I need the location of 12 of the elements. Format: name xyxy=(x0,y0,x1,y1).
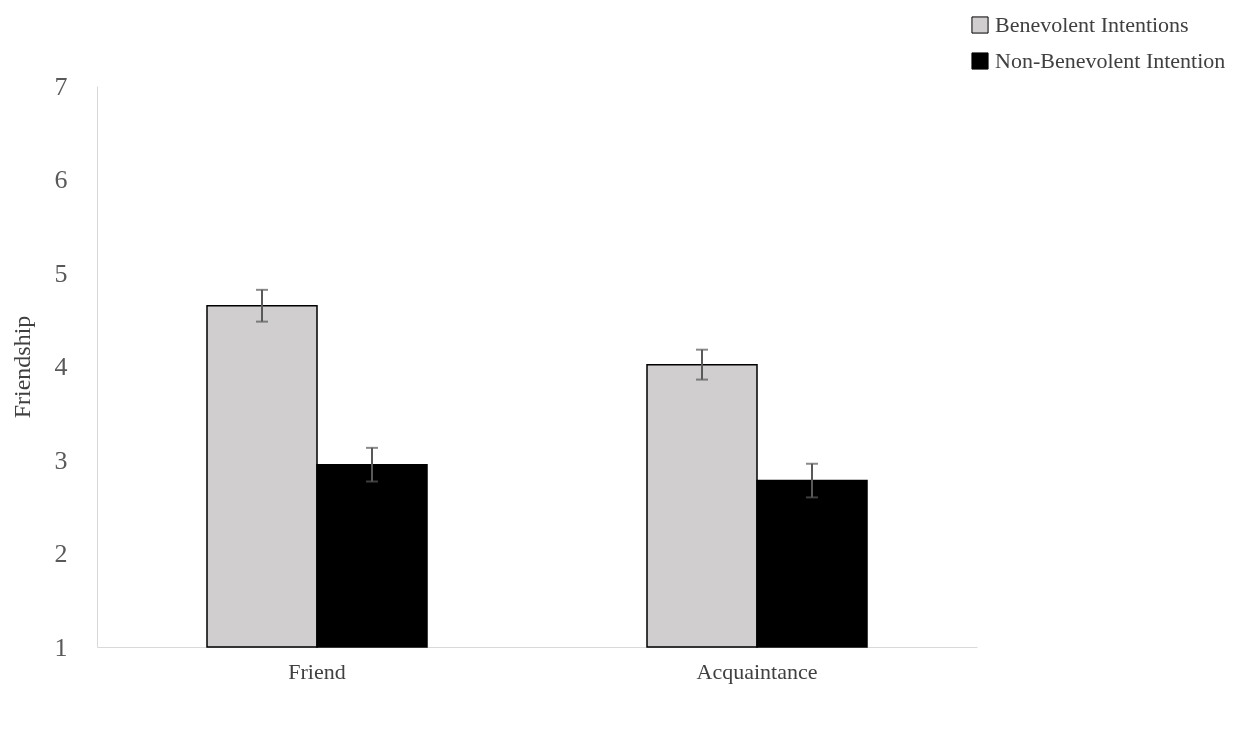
y-tick-label: 3 xyxy=(54,445,68,475)
y-tick-label: 1 xyxy=(54,632,68,662)
x-tick-label: Friend xyxy=(288,658,346,684)
y-tick-label: 5 xyxy=(54,258,68,288)
x-tick-label: Acquaintance xyxy=(696,658,818,684)
y-tick-label: 2 xyxy=(54,539,68,568)
y-tick-label: 4 xyxy=(54,352,68,381)
legend-label: Non-Benevolent Intention xyxy=(995,48,1226,73)
y-axis-title: Friendship xyxy=(8,315,35,419)
y-tick-label: 6 xyxy=(54,165,68,194)
y-tick-label: 7 xyxy=(54,71,68,101)
legend-label: Benevolent Intentions xyxy=(995,12,1189,37)
